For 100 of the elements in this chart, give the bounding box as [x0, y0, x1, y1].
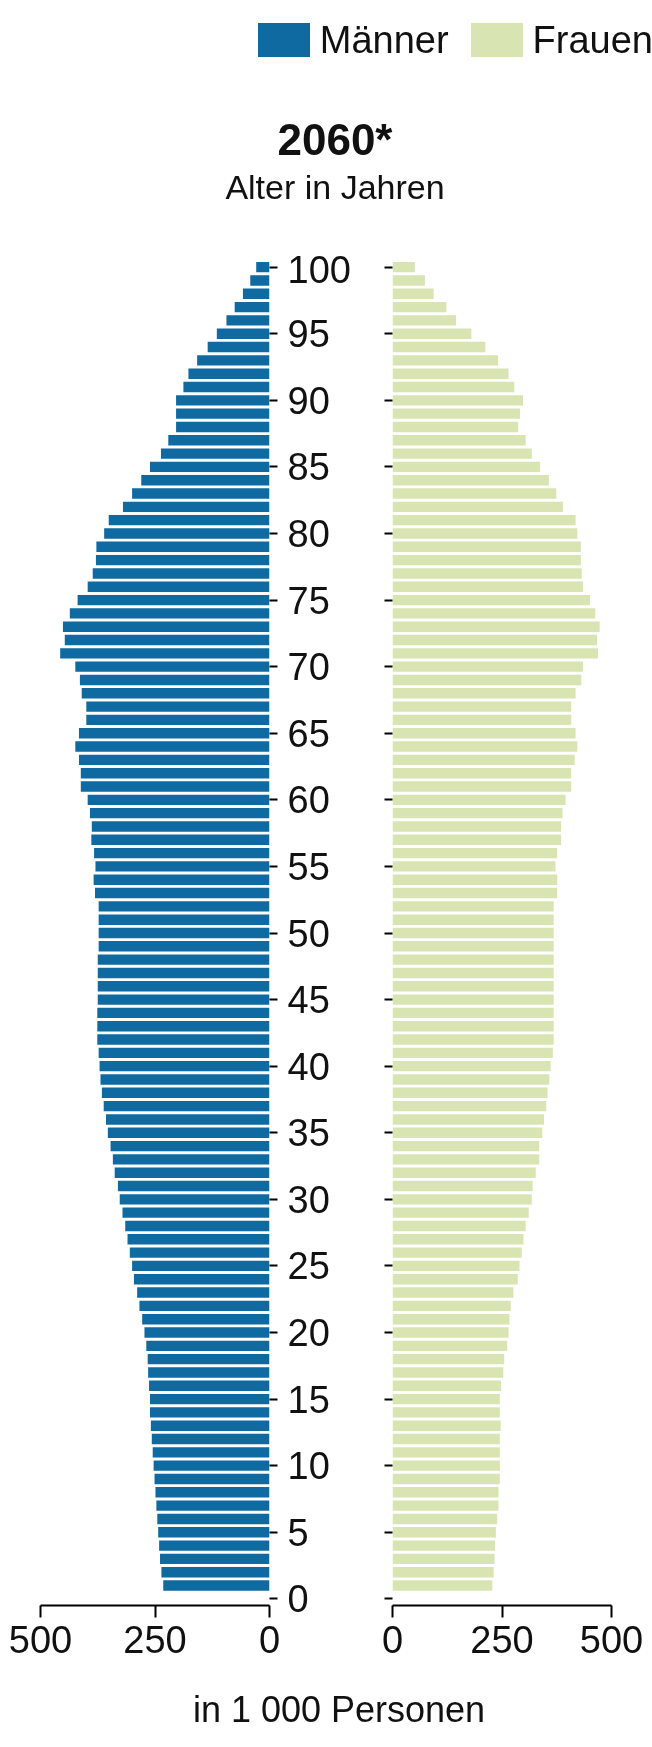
bar [153, 1460, 270, 1471]
x-tick-label: 250 [470, 1618, 534, 1661]
bar [392, 1580, 493, 1591]
bar [392, 834, 562, 845]
bar [159, 1540, 270, 1551]
x-axis-title: in 1 000 Personen [191, 1689, 487, 1730]
bar [110, 1140, 270, 1152]
bar [392, 514, 576, 526]
bar [392, 634, 598, 646]
y-tick-label: 50 [287, 912, 330, 955]
bar [122, 1207, 270, 1218]
bar [158, 1527, 270, 1538]
bar [149, 1407, 270, 1418]
bar [150, 1420, 270, 1431]
bar [146, 1340, 270, 1352]
bar [392, 1247, 522, 1258]
bar [392, 421, 519, 433]
bar [91, 821, 270, 832]
bar [392, 1473, 500, 1485]
y-tick-label: 100 [287, 248, 351, 291]
bar [392, 1034, 554, 1045]
bar [392, 554, 581, 566]
bar [148, 1367, 270, 1378]
chart-title: 2060* [276, 115, 394, 165]
bar [392, 901, 554, 912]
y-tick-label: 10 [287, 1445, 330, 1488]
bar [392, 1420, 501, 1431]
bar [86, 714, 270, 726]
bar [141, 475, 270, 486]
bar [392, 781, 572, 792]
bar [392, 648, 598, 659]
bar [392, 1274, 518, 1285]
x-tick-label: 0 [381, 1618, 404, 1661]
bar [75, 741, 270, 752]
bar [392, 1180, 533, 1192]
bar [108, 514, 270, 526]
legend-label: Männer [319, 17, 449, 63]
y-tick-label: 20 [287, 1312, 330, 1355]
bar [392, 381, 515, 393]
bar [392, 1140, 540, 1152]
bar [133, 1274, 270, 1285]
bar [392, 981, 554, 992]
bar [188, 368, 270, 379]
bar [392, 794, 566, 806]
bar [392, 847, 558, 859]
bar [392, 1207, 529, 1218]
bar [392, 608, 596, 619]
bar [139, 1300, 270, 1312]
bar [392, 714, 572, 726]
bar [86, 701, 270, 712]
bar [176, 408, 270, 419]
y-tick-label: 70 [287, 646, 330, 689]
bar [392, 661, 584, 672]
bar [60, 648, 270, 659]
bar [392, 1500, 499, 1511]
bar [107, 1127, 270, 1138]
bar [392, 1553, 495, 1565]
y-tick-label: 65 [287, 712, 330, 755]
bar [80, 781, 270, 792]
bar [81, 688, 270, 699]
bar [80, 768, 270, 779]
bar [392, 1100, 547, 1112]
bar [99, 1060, 270, 1072]
bar [392, 914, 554, 925]
bar [98, 927, 270, 939]
y-tick-label: 15 [287, 1378, 330, 1421]
bar [98, 941, 270, 952]
bar [129, 1247, 270, 1258]
bar [392, 954, 554, 965]
bar [392, 315, 457, 326]
bar [392, 435, 526, 446]
bar [78, 728, 270, 739]
bar [392, 807, 563, 819]
bar [392, 1460, 500, 1471]
bar [95, 887, 270, 899]
bar [112, 1154, 270, 1165]
bar [392, 1060, 551, 1072]
bar [392, 1154, 540, 1165]
bar [183, 381, 270, 393]
bar [392, 1367, 504, 1378]
bar [95, 554, 270, 566]
bar [256, 261, 270, 273]
bar [392, 967, 554, 979]
bar [160, 1553, 270, 1565]
bar [149, 1393, 270, 1405]
bar [392, 741, 578, 752]
bar [392, 1340, 508, 1352]
bar [132, 1260, 270, 1272]
bar [125, 1220, 270, 1232]
bar [392, 701, 572, 712]
bar [392, 341, 486, 353]
bar [98, 914, 270, 925]
bar [114, 1167, 270, 1178]
bar [97, 994, 270, 1005]
bar [392, 1513, 498, 1525]
bar [147, 1353, 270, 1365]
bar [392, 461, 541, 473]
y-tick-label: 85 [287, 446, 330, 489]
bar [98, 1047, 270, 1059]
bar [392, 528, 578, 539]
